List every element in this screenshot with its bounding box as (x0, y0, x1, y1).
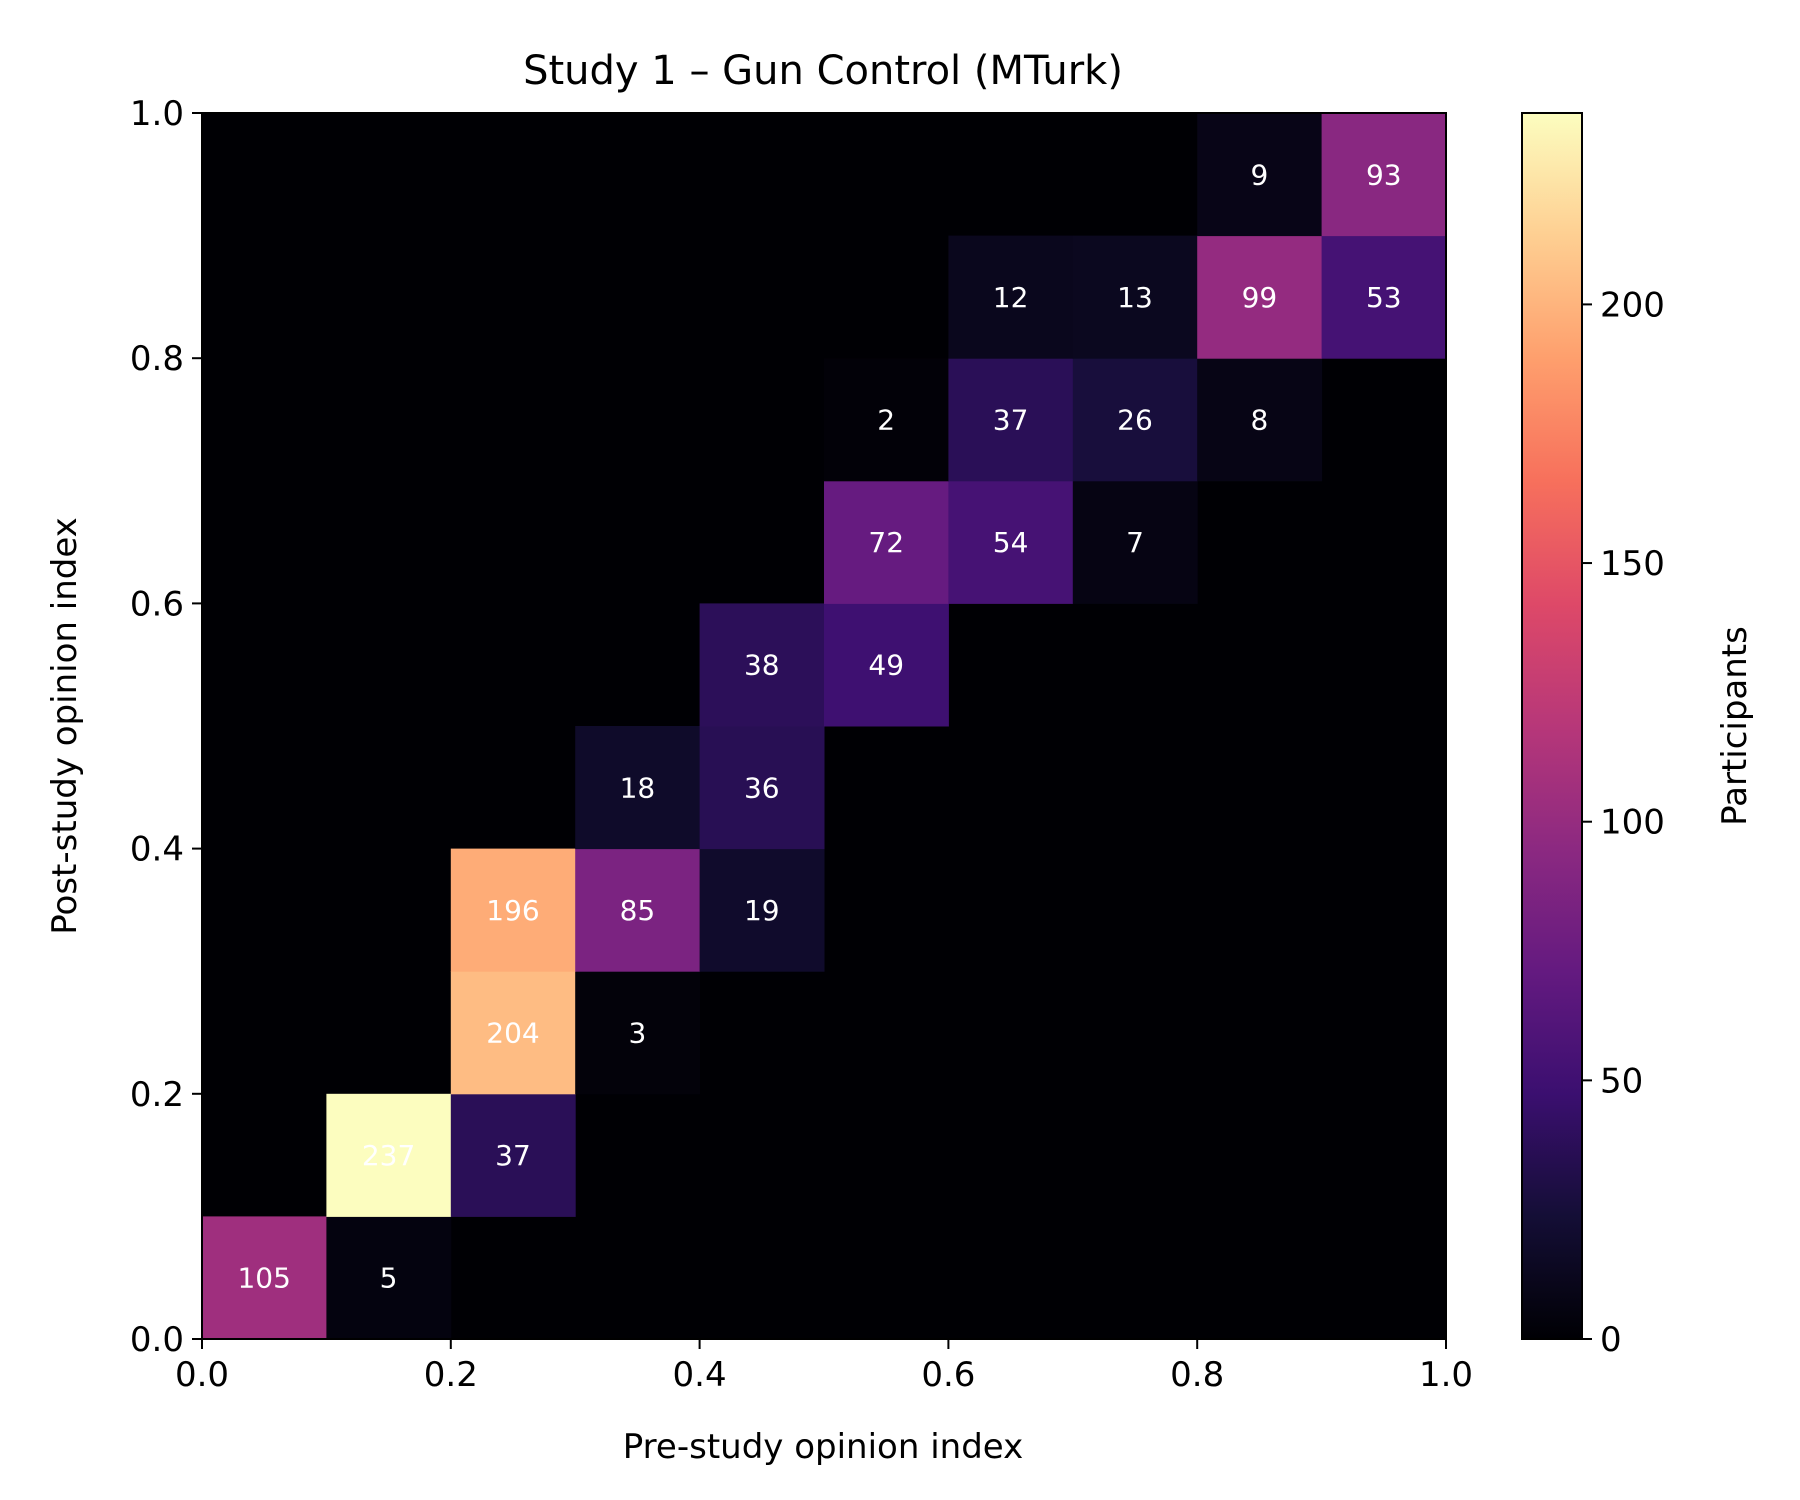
cell-count-label: 36 (744, 771, 780, 804)
heatmap-cell (575, 971, 701, 1095)
heatmap-cell (699, 726, 825, 850)
cell-count-label: 72 (868, 526, 904, 559)
heatmap-cell (699, 603, 825, 727)
cell-count-label: 85 (620, 894, 656, 927)
x-tick-label: 0.0 (175, 1355, 229, 1395)
heatmap-cells (202, 113, 1447, 1340)
cell-count-label: 7 (1126, 526, 1144, 559)
heatmap-cell (1321, 113, 1447, 237)
heatmap-cell (575, 726, 701, 850)
heatmap-cell (824, 480, 949, 604)
colorbar: 0 50 100 150 200 (1521, 112, 1665, 1360)
heatmap-cell (948, 358, 1074, 482)
colorbar-tick-label: 100 (1600, 803, 1665, 843)
heatmap-cell (1321, 235, 1447, 359)
cell-count-label: 18 (620, 771, 656, 804)
colorbar-ticks: 0 50 100 150 200 (1582, 285, 1665, 1360)
y-tick-label: 1.0 (130, 94, 184, 134)
heatmap-cell (1197, 113, 1323, 237)
plot-frame (201, 112, 1447, 1340)
cell-count-label: 38 (744, 649, 780, 682)
cell-count-label: 8 (1250, 404, 1268, 437)
heatmap-cell (326, 1093, 452, 1217)
colorbar-tick-label: 0 (1600, 1320, 1622, 1360)
y-tick-label: 0.6 (130, 584, 184, 624)
cell-count-label: 53 (1366, 281, 1402, 314)
colorbar-label: Participants (1715, 626, 1755, 826)
x-tick-label: 0.4 (673, 1355, 727, 1395)
cell-count-label: 105 (237, 1262, 290, 1295)
heatmap-cell (450, 971, 576, 1095)
cell-count-label: 99 (1242, 281, 1278, 314)
heatmap-cell (326, 1216, 452, 1340)
heatmap-cell (824, 603, 949, 727)
cell-count-label: 93 (1366, 158, 1402, 191)
chart-title: Study 1 – Gun Control (MTurk) (523, 48, 1123, 94)
heatmap-cell (1197, 358, 1323, 482)
y-axis-label: Post-study opinion index (45, 517, 85, 935)
y-tick-label: 0.0 (130, 1320, 184, 1360)
heatmap-cell (1072, 480, 1198, 604)
cell-count-label: 237 (362, 1139, 415, 1172)
heatmap-cell (575, 848, 701, 972)
cell-count-label: 26 (1117, 404, 1153, 437)
heatmap-cell (202, 1216, 327, 1340)
heatmap-cell (699, 848, 825, 972)
cell-count-label: 5 (380, 1262, 398, 1295)
y-axis: 0.0 0.2 0.4 0.6 0.8 1.0 (130, 94, 202, 1360)
heatmap-cell (1197, 235, 1323, 359)
cell-count-label: 54 (993, 526, 1029, 559)
x-axis-label: Pre-study opinion index (623, 1427, 1023, 1467)
cell-count-label: 12 (993, 281, 1029, 314)
colorbar-tick-label: 50 (1600, 1061, 1643, 1101)
cell-count-label: 204 (486, 1017, 539, 1050)
cell-count-label: 19 (744, 894, 780, 927)
cell-count-label: 49 (868, 649, 904, 682)
cell-count-label: 196 (486, 894, 539, 927)
x-tick-label: 0.8 (1170, 1355, 1224, 1395)
cell-count-label: 3 (628, 1017, 646, 1050)
colorbar-gradient (1521, 112, 1583, 1340)
cell-count-label: 37 (495, 1139, 531, 1172)
cell-count-label: 13 (1117, 281, 1153, 314)
y-tick-label: 0.2 (130, 1075, 184, 1115)
heatmap-cell (948, 235, 1074, 359)
colorbar-tick-label: 150 (1600, 544, 1665, 584)
x-axis: 0.0 0.2 0.4 0.6 0.8 1.0 (175, 1339, 1473, 1395)
heatmap-cell (824, 358, 949, 482)
y-tick-label: 0.4 (130, 830, 184, 870)
heatmap-cell (1072, 358, 1198, 482)
heatmap-cell (948, 480, 1074, 604)
x-tick-label: 1.0 (1419, 1355, 1473, 1395)
x-tick-label: 0.2 (424, 1355, 478, 1395)
cell-count-label: 37 (993, 404, 1029, 437)
y-tick-label: 0.8 (130, 339, 184, 379)
cell-count-label: 9 (1250, 158, 1268, 191)
colorbar-tick-label: 200 (1600, 285, 1665, 325)
heatmap-cell (450, 1093, 576, 1217)
heatmap-cell (450, 848, 576, 972)
x-tick-label: 0.6 (921, 1355, 975, 1395)
heatmap-cell (1072, 235, 1198, 359)
cell-count-label: 2 (877, 404, 895, 437)
